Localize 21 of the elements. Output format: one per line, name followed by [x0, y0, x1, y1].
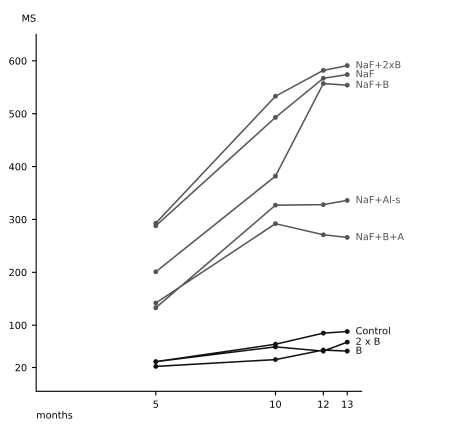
y-tick-label: 20 [15, 364, 26, 372]
y-axis-title: MS [22, 14, 36, 22]
series-label: NaF [356, 70, 374, 78]
series-label: NaF+Al-s [356, 196, 400, 204]
series-label: NaF+2xB [356, 61, 400, 68]
y-tick-label: 100 [10, 322, 26, 330]
y-tick-label: 500 [9, 110, 26, 118]
x-tick-label: 13 [342, 400, 353, 408]
y-tick-label: 600 [9, 57, 26, 65]
y-tick-label: 400 [9, 163, 26, 170]
x-tick-label: 10 [270, 400, 281, 408]
series-label: NaF+B [356, 80, 389, 88]
series-label: NaF+B+A [356, 233, 404, 240]
series-label: Control [356, 326, 390, 334]
x-tick-label: 12 [318, 400, 329, 408]
y-tick-label: 300 [9, 216, 26, 224]
y-tick-label: 200 [9, 268, 26, 276]
series-label: 2 x B [356, 338, 380, 345]
series-label: B [356, 346, 362, 354]
x-axis-title: months [37, 411, 72, 419]
x-tick-label: 5 [153, 400, 158, 408]
